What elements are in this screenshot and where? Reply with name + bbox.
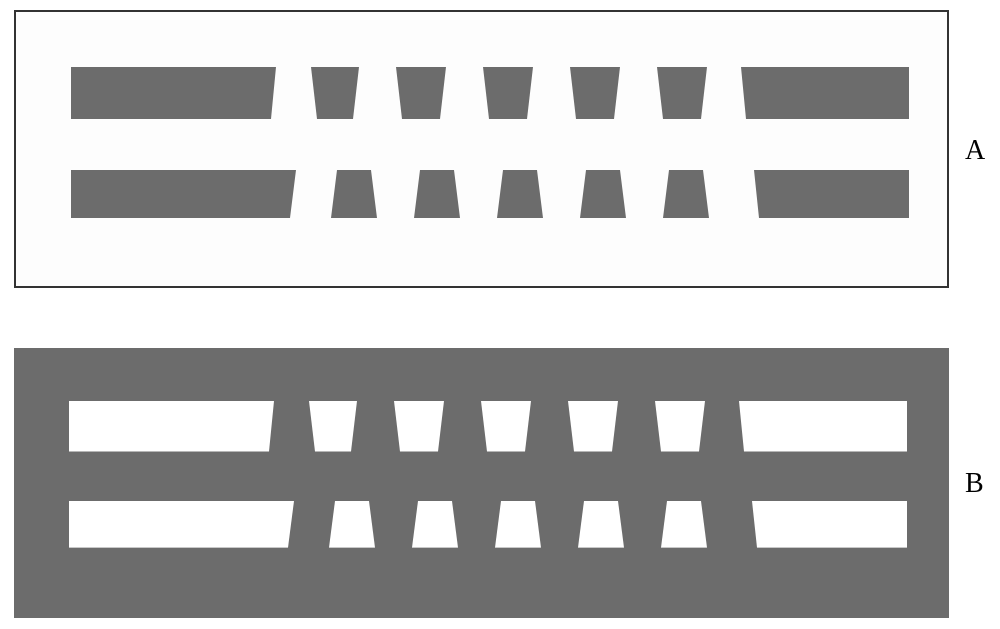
shape-3 [483,67,533,119]
shape-0 [71,170,296,218]
shape-1 [311,67,359,119]
shape-b-2 [394,401,444,452]
diagram-container: A B [0,0,1000,629]
shape-b-1 [329,501,375,548]
shape-5 [657,67,707,119]
shape-0 [71,67,276,119]
shape-b-0 [69,401,274,452]
shape-b-6 [739,401,907,452]
shape-b-0 [69,501,294,548]
shape-6 [754,170,909,218]
shape-2 [414,170,460,218]
shape-b-4 [568,401,618,452]
label-a: A [965,135,985,167]
panel-a [14,10,949,288]
panel-b [14,348,949,618]
shape-5 [663,170,709,218]
shape-4 [570,67,620,119]
shape-b-5 [655,401,705,452]
shape-4 [580,170,626,218]
shape-b-3 [495,501,541,548]
shape-b-2 [412,501,458,548]
shape-6 [741,67,909,119]
shape-b-1 [309,401,357,452]
shape-b-5 [661,501,707,548]
shape-b-4 [578,501,624,548]
label-b: B [965,468,984,500]
shape-b-6 [752,501,907,548]
shape-b-3 [481,401,531,452]
shape-2 [396,67,446,119]
shape-3 [497,170,543,218]
shape-1 [331,170,377,218]
